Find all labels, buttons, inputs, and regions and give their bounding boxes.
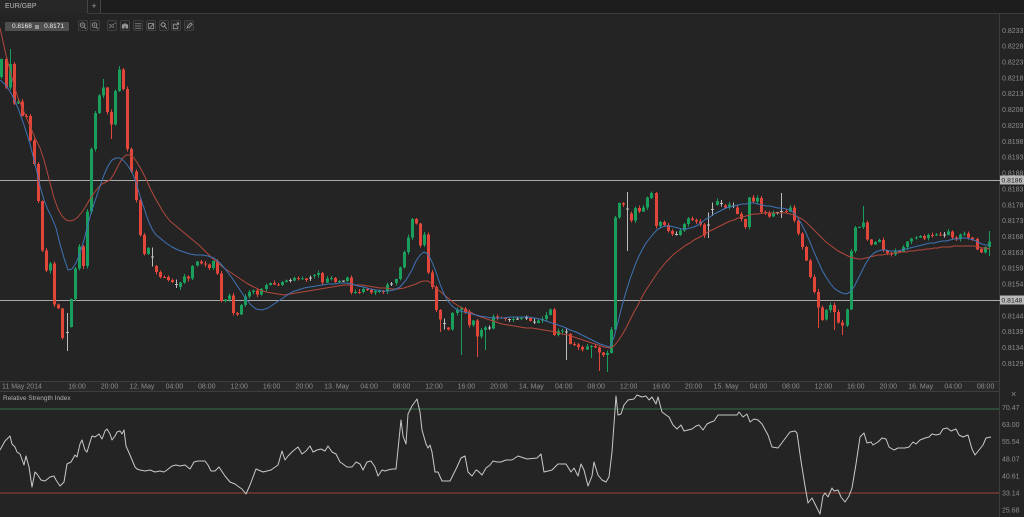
svg-text:40.61: 40.61 [1002,473,1020,480]
svg-text:0.8148: 0.8148 [1002,298,1023,305]
svg-text:04:00: 04:00 [944,384,962,391]
svg-text:0.8198: 0.8198 [1002,139,1024,146]
svg-text:04:00: 04:00 [750,384,768,391]
svg-text:0.8178: 0.8178 [1002,202,1024,209]
svg-text:0.8159: 0.8159 [1002,266,1024,273]
svg-text:48.07: 48.07 [1002,456,1020,463]
svg-text:0.8154: 0.8154 [1002,282,1024,289]
svg-text:0.8134: 0.8134 [1002,345,1024,352]
svg-text:08:00: 08:00 [587,384,605,391]
svg-text:×: × [1011,389,1016,399]
svg-text:12:00: 12:00 [620,384,638,391]
svg-text:12. May: 12. May [129,384,154,391]
svg-text:08:00: 08:00 [198,384,216,391]
svg-text:08:00: 08:00 [782,384,800,391]
svg-text:0.8139: 0.8139 [1002,329,1024,336]
svg-text:20:00: 20:00 [880,384,898,391]
svg-text:0.8228: 0.8228 [1002,44,1024,51]
svg-text:04:00: 04:00 [166,384,184,391]
svg-text:33.14: 33.14 [1002,490,1020,497]
svg-text:14. May: 14. May [519,384,544,391]
svg-text:20:00: 20:00 [101,384,119,391]
svg-text:12:00: 12:00 [425,384,443,391]
svg-text:0.8144: 0.8144 [1002,313,1024,320]
svg-text:12:00: 12:00 [815,384,833,391]
svg-text:0.8213: 0.8213 [1002,91,1024,98]
svg-text:04:00: 04:00 [360,384,378,391]
svg-text:0.8183: 0.8183 [1002,186,1024,193]
svg-text:20:00: 20:00 [685,384,703,391]
svg-text:12:00: 12:00 [230,384,248,391]
svg-text:16:00: 16:00 [263,384,281,391]
svg-text:0.8186: 0.8186 [1002,178,1023,185]
svg-text:08:00: 08:00 [977,384,995,391]
svg-text:25.68: 25.68 [1002,508,1020,515]
svg-text:0.8193: 0.8193 [1002,155,1024,162]
svg-text:20:00: 20:00 [295,384,313,391]
svg-text:11 May 2014: 11 May 2014 [2,384,42,391]
svg-text:16:00: 16:00 [847,384,865,391]
svg-text:70.47: 70.47 [1002,405,1020,412]
svg-text:63.00: 63.00 [1002,422,1020,429]
svg-text:0.8218: 0.8218 [1002,75,1024,82]
svg-text:16. May: 16. May [908,384,933,391]
svg-text:0.8208: 0.8208 [1002,107,1024,114]
svg-text:0.8163: 0.8163 [1002,250,1024,257]
svg-text:30: 30 [109,24,115,30]
svg-text:0.8203: 0.8203 [1002,123,1024,130]
svg-text:08:00: 08:00 [393,384,411,391]
svg-text:0.8188: 0.8188 [1002,171,1024,178]
svg-text:16:00: 16:00 [652,384,670,391]
svg-text:0.8129: 0.8129 [1002,361,1024,368]
svg-text:04:00: 04:00 [555,384,573,391]
svg-text:20:00: 20:00 [490,384,508,391]
svg-text:16:00: 16:00 [68,384,86,391]
svg-text:0.8168: 0.8168 [1002,234,1024,241]
svg-text:13. May: 13. May [324,384,349,391]
svg-text:16:00: 16:00 [458,384,476,391]
svg-text:0.8223: 0.8223 [1002,60,1024,67]
svg-text:15. May: 15. May [714,384,739,391]
svg-text:0.8233: 0.8233 [1002,28,1024,35]
svg-text:0.8173: 0.8173 [1002,218,1024,225]
svg-text:55.54: 55.54 [1002,439,1020,446]
svg-text:Relative Strength Index: Relative Strength Index [3,395,71,402]
